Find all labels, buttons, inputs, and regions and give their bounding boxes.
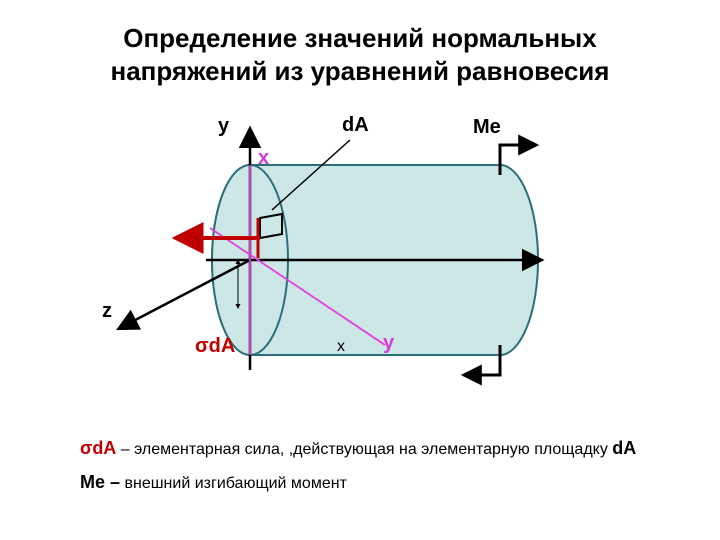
diagram-svg	[100, 110, 620, 410]
label-y-axis: y	[218, 115, 229, 138]
label-z-axis: z	[102, 300, 112, 323]
legend2-term: Me –	[80, 472, 120, 492]
label-sigma-dA: σdA	[195, 335, 235, 358]
label-y-magenta: y	[383, 332, 394, 355]
title-line1: Определение значений нормальных	[123, 23, 596, 53]
label-x-small: x	[337, 338, 345, 356]
label-dA: dA	[342, 114, 369, 137]
title-line2: напряжений из уравнений равновесия	[111, 56, 610, 86]
legend1-term: σdA	[80, 438, 116, 458]
legend2-text: внешний изгибающий момент	[120, 475, 347, 492]
label-x-magenta: x	[258, 147, 269, 170]
label-Me: Me	[473, 116, 501, 139]
legend-line-1: σdA – элементарная сила, ,действующая на…	[80, 438, 636, 459]
slide-title: Определение значений нормальных напряжен…	[0, 22, 720, 87]
diagram-container: y dA Me x z σdA x y	[100, 110, 620, 410]
legend1-text: – элементарная сила, ,действующая на эле…	[116, 441, 612, 458]
legend-line-2: Me – внешний изгибающий момент	[80, 472, 347, 493]
legend1-tail: dA	[612, 438, 636, 458]
